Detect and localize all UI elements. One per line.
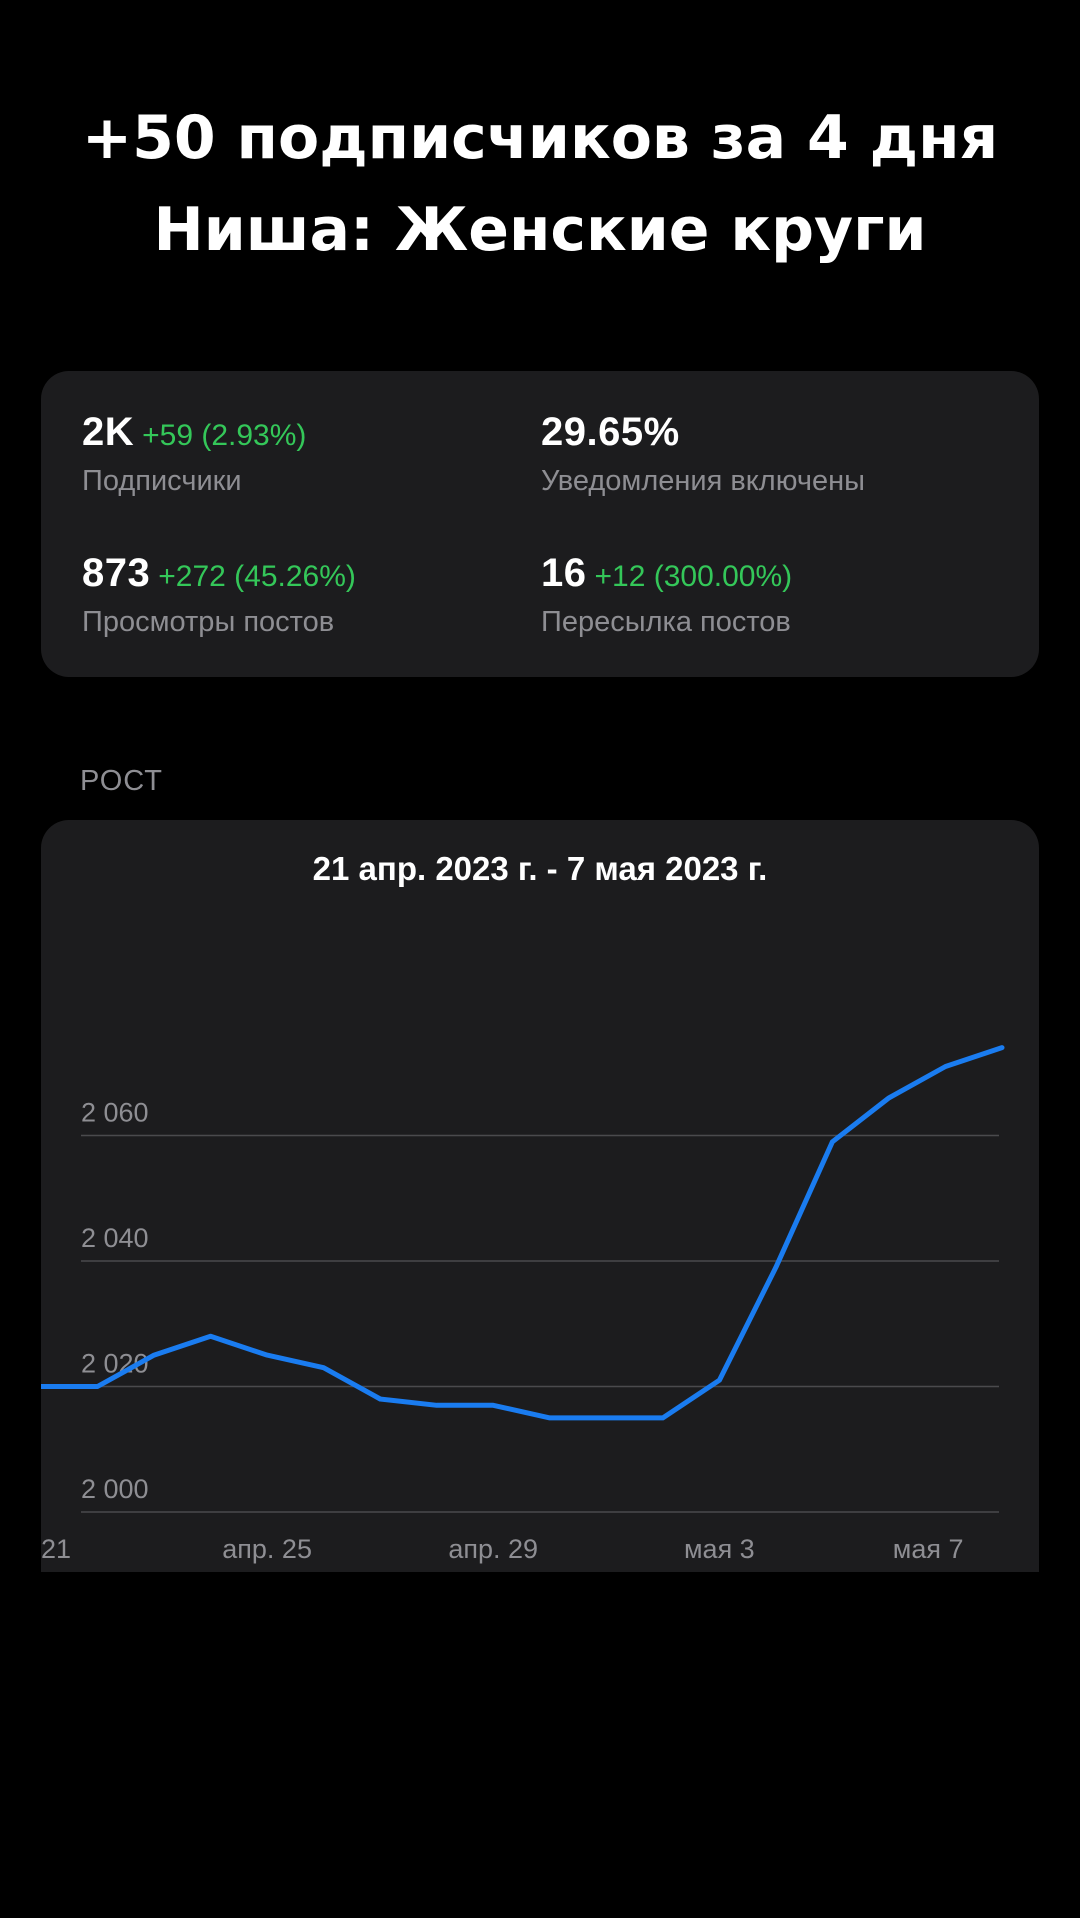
x-tick-label: мая 7 [893,1534,964,1564]
x-tick-label: апр. 25 [222,1534,312,1564]
stat-subscribers-delta: +59 (2.93%) [142,419,307,452]
section-title-growth: РОСТ [80,765,163,797]
growth-chart-card[interactable]: 21 апр. 2023 г. - 7 мая 2023 г. 2 000 2 0… [41,820,1039,1572]
stat-shares-label: Пересылка постов [541,606,791,638]
stat-views-delta: +272 (45.26%) [158,560,356,593]
y-tick-label: 2 060 [81,1098,149,1128]
x-tick-label: апр. 29 [448,1534,538,1564]
stat-notifications[interactable]: 29.65% Уведомления включены [541,410,865,498]
stat-views[interactable]: 873 +272 (45.26%) Просмотры постов [82,551,356,639]
stat-shares-value: 16 [541,551,587,595]
x-tick-label: мая 3 [684,1534,755,1564]
stat-subscribers-value: 2K [82,410,135,454]
stat-views-label: Просмотры постов [82,606,335,638]
x-tick-label: 21 [41,1534,71,1564]
stats-card [41,371,1039,677]
headline-line-1: +50 подписчиков за 4 дня [81,103,999,173]
y-tick-label: 2 000 [81,1474,149,1504]
stat-shares-delta: +12 (300.00%) [594,560,793,593]
stat-notifications-value: 29.65% [541,410,680,454]
y-tick-label: 2 040 [81,1223,149,1253]
stat-views-value: 873 [82,551,151,595]
stat-subscribers-label: Подписчики [82,465,242,497]
series-line [41,1045,1005,1421]
stat-subscribers[interactable]: 2K +59 (2.93%) Подписчики [82,410,306,498]
stat-shares[interactable]: 16 +12 (300.00%) Пересылка постов [541,551,792,639]
stat-notifications-label: Уведомления включены [541,465,865,497]
headline-line-2: Ниша: Женские круги [153,195,927,265]
headline: +50 подписчиков за 4 дня Ниша: Женские к… [0,92,1080,276]
chart-title: 21 апр. 2023 г. - 7 мая 2023 г. [312,850,768,887]
